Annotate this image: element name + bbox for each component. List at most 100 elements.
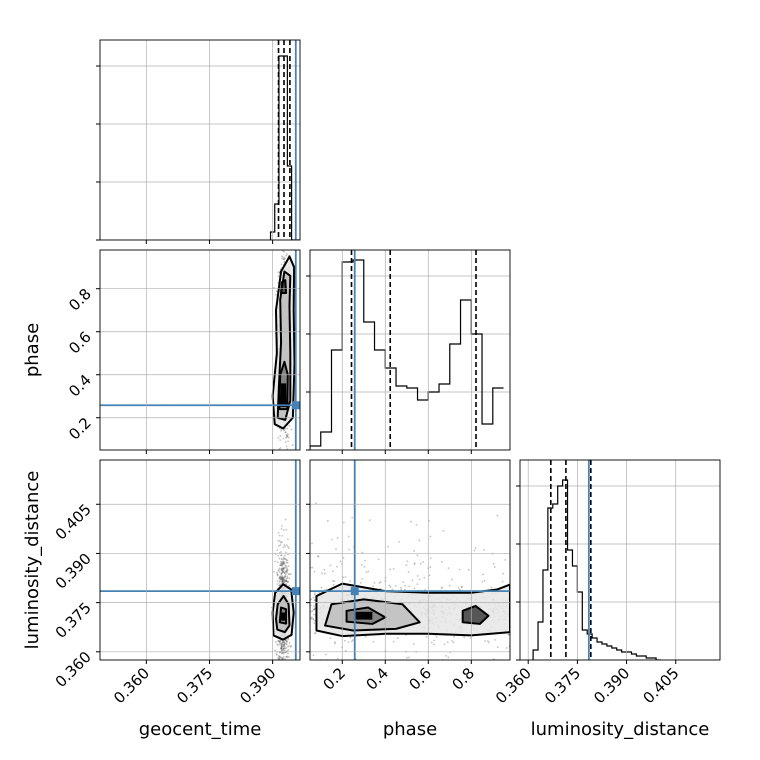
scatter-point <box>286 569 289 572</box>
scatter-point <box>282 640 285 643</box>
scatter-point <box>408 585 411 588</box>
scatter-point <box>440 560 443 563</box>
scatter-point <box>312 608 315 611</box>
scatter-point <box>282 456 284 458</box>
scatter-point <box>286 559 289 562</box>
scatter-point <box>286 228 288 230</box>
scatter-point <box>283 643 286 646</box>
scatter-point <box>281 576 284 579</box>
scatter-point <box>287 680 289 682</box>
scatter-point <box>276 549 279 552</box>
x-tick-label: 0.375 <box>541 664 584 707</box>
scatter-point <box>283 557 286 560</box>
scatter-point <box>278 706 280 708</box>
scatter-point <box>281 561 284 564</box>
scatter-point <box>280 568 283 570</box>
scatter-point <box>348 548 351 551</box>
scatter-point <box>423 576 426 579</box>
panel-1d-phase-ticks <box>306 249 511 454</box>
scatter-point <box>332 570 334 573</box>
scatter-point <box>281 580 284 583</box>
scatter-point <box>283 641 286 644</box>
scatter-point <box>280 645 283 648</box>
scatter-point <box>285 665 287 667</box>
scatter-point <box>281 562 284 564</box>
scatter-point <box>402 581 405 584</box>
scatter-point <box>282 546 285 549</box>
scatter-point <box>288 424 291 427</box>
scatter-point <box>379 581 382 584</box>
scatter-point <box>282 560 285 563</box>
y-tick-label: 0.405 <box>52 500 95 543</box>
panel-2d-luminosity_distance-vs-geocent_time <box>100 460 300 708</box>
scatter-point <box>282 557 285 560</box>
scatter-point <box>277 531 280 534</box>
x-tick-label: 0.4 <box>362 664 392 694</box>
y-tick-label: 0.390 <box>52 550 95 593</box>
scatter-point <box>490 586 493 589</box>
scatter-point <box>314 688 316 690</box>
scatter-point <box>281 578 284 580</box>
scatter-point <box>281 661 283 663</box>
scatter-point <box>274 641 277 643</box>
y-axis-label-luminosity_distance: luminosity_distance <box>22 471 43 650</box>
scatter-point <box>287 580 289 583</box>
scatter-point <box>452 641 455 644</box>
scatter-point <box>286 544 288 547</box>
scatter-point <box>285 569 288 572</box>
scatter-point <box>435 635 438 638</box>
scatter-point <box>279 560 282 563</box>
scatter-point <box>451 640 454 642</box>
scatter-point <box>282 644 285 647</box>
scatter-point <box>284 570 287 573</box>
scatter-point <box>282 567 284 570</box>
scatter-point <box>283 661 285 663</box>
truth-marker <box>350 587 359 596</box>
scatter-point <box>284 575 287 578</box>
scatter-point <box>494 639 496 641</box>
scatter-point <box>278 584 281 587</box>
scatter-point <box>289 646 292 648</box>
scatter-point <box>404 584 406 587</box>
scatter-point <box>407 571 410 574</box>
scatter-point <box>284 257 286 260</box>
scatter-point <box>284 663 286 665</box>
scatter-point <box>312 608 315 611</box>
scatter-point <box>403 588 406 591</box>
scatter-point <box>281 652 283 655</box>
scatter-point <box>280 564 283 567</box>
y-tick-label: 0.2 <box>65 414 95 444</box>
scatter-point <box>281 248 283 250</box>
scatter-point <box>287 645 289 648</box>
scatter-point <box>280 554 283 557</box>
scatter-point <box>277 554 280 557</box>
scatter-point <box>285 569 288 572</box>
scatter-point <box>400 588 403 591</box>
contour-fill <box>462 605 489 624</box>
scatter-point <box>347 641 350 643</box>
scatter-point <box>281 652 283 654</box>
scatter-point <box>280 572 283 575</box>
scatter-point <box>286 567 289 570</box>
scatter-point <box>282 437 285 440</box>
scatter-point <box>279 578 282 580</box>
truth-marker <box>291 401 300 410</box>
scatter-point <box>283 683 285 685</box>
scatter-point <box>280 679 282 681</box>
scatter-point <box>282 686 284 688</box>
scatter-point <box>283 260 286 263</box>
scatter-point <box>442 529 445 532</box>
scatter-point <box>428 574 431 577</box>
scatter-point <box>416 575 419 577</box>
scatter-point <box>286 427 289 430</box>
scatter-point <box>285 436 287 439</box>
scatter-point <box>282 672 284 674</box>
scatter-point <box>282 577 285 580</box>
scatter-point <box>283 645 286 648</box>
scatter-point <box>279 578 282 581</box>
scatter-point <box>282 476 284 478</box>
scatter-point <box>372 585 375 588</box>
panel-1d-phase <box>310 250 510 450</box>
scatter-point <box>278 668 280 670</box>
